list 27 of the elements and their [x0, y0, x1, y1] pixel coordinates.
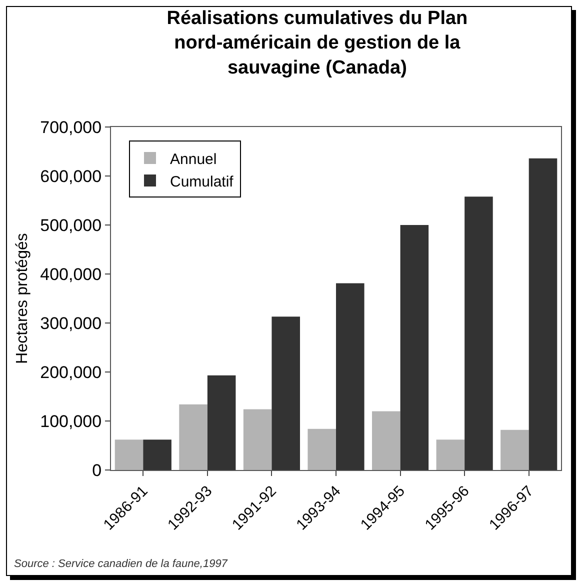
- bar: [528, 158, 558, 470]
- y-tick-label: 200,000: [40, 362, 102, 382]
- y-tick-label: 300,000: [40, 314, 102, 333]
- y-tick-label: 600,000: [40, 166, 102, 186]
- y-tick-label: 700,000: [40, 118, 102, 137]
- legend-label: Cumulatif: [170, 173, 234, 190]
- bar: [114, 440, 144, 470]
- bar: [436, 440, 465, 470]
- bar: [243, 409, 272, 470]
- bar: [400, 225, 429, 470]
- bar: [272, 316, 300, 470]
- bar: [500, 430, 529, 470]
- bar: [143, 440, 172, 470]
- chart-title: Réalisations cumulatives du Plan nord-américain de gestion de la sauvagine (Canada): [166, 8, 468, 78]
- bar: [464, 196, 493, 470]
- bar: [308, 428, 336, 470]
- legend-label: Annuel: [170, 150, 217, 168]
- y-tick-label: 500,000: [40, 216, 102, 235]
- bar: [207, 375, 236, 470]
- bar: [372, 411, 400, 470]
- y-tick-label: 0: [92, 460, 102, 480]
- bar: [179, 404, 208, 470]
- y-tick-label: 400,000: [40, 264, 102, 284]
- source-note: Source : Service canadien de la faune,1997: [14, 558, 228, 570]
- y-axis-title: Hectares protégés: [14, 233, 32, 364]
- y-tick-label: 100,000: [40, 412, 102, 431]
- bar: [336, 283, 364, 470]
